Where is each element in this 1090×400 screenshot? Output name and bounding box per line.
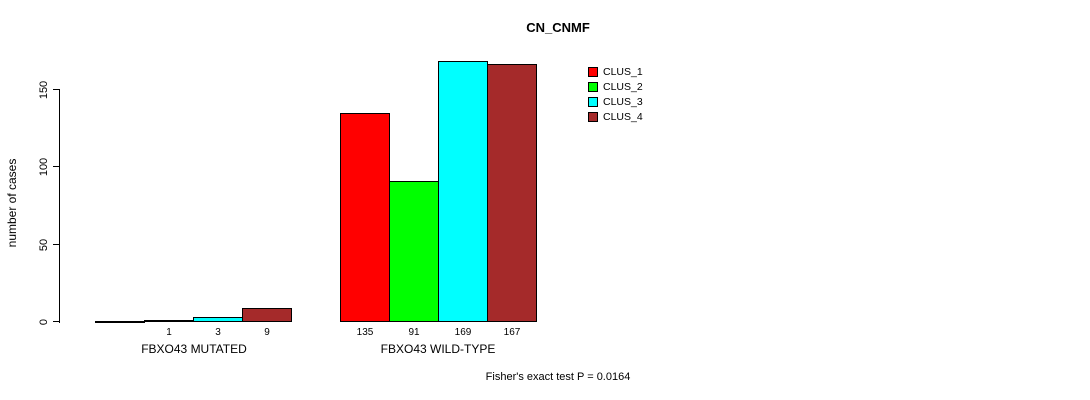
x-group-label-wildtype: FBXO43 WILD-TYPE (380, 342, 496, 356)
bar-clus_3 (438, 61, 488, 322)
legend-swatch-icon (588, 66, 598, 77)
bar-value-label: 91 (408, 327, 420, 338)
x-group-label-mutated: FBXO43 MUTATED (141, 342, 247, 356)
legend-item-clus_3: CLUS_3 (588, 94, 643, 109)
legend-swatch-icon (588, 96, 598, 107)
bar-clus_3 (193, 317, 243, 322)
legend-swatch-icon (588, 81, 598, 92)
legend-label: CLUS_1 (603, 65, 643, 78)
y-axis-label: number of cases (5, 158, 19, 248)
bar-clus_2 (389, 181, 439, 322)
bar-value-label: 9 (264, 327, 270, 338)
bar-clus_4 (242, 308, 292, 322)
y-tick-mark (53, 244, 60, 245)
bar-clus_1 (95, 321, 145, 323)
y-tick-label: 100 (38, 157, 50, 177)
bar-value-label: 167 (503, 327, 521, 338)
bar-value-label: 3 (215, 327, 221, 338)
y-tick-mark (53, 321, 60, 322)
y-tick-label: 50 (38, 238, 50, 252)
legend-item-clus_4: CLUS_4 (588, 109, 643, 124)
bar-value-label: 169 (454, 327, 472, 338)
bar-clus_4 (487, 64, 537, 322)
y-axis-line (59, 90, 60, 323)
fisher-test-annotation: Fisher's exact test P = 0.0164 (485, 371, 631, 383)
bar-value-label: 1 (166, 327, 172, 338)
legend-item-clus_2: CLUS_2 (588, 79, 643, 94)
legend-label: CLUS_2 (603, 80, 643, 93)
y-tick-label: 150 (38, 80, 50, 100)
chart-title: CN_CNMF (526, 20, 590, 35)
bar-clus_1 (340, 113, 390, 322)
legend-swatch-icon (588, 111, 598, 122)
legend-label: CLUS_4 (603, 110, 643, 123)
bar-value-label: 135 (356, 327, 374, 338)
legend-item-clus_1: CLUS_1 (588, 64, 643, 79)
y-tick-label: 0 (38, 318, 50, 326)
y-tick-mark (53, 166, 60, 167)
bar-clus_2 (144, 320, 194, 322)
y-tick-mark (53, 89, 60, 90)
legend: CLUS_1 CLUS_2 CLUS_3 CLUS_4 (588, 64, 643, 124)
legend-label: CLUS_3 (603, 95, 643, 108)
